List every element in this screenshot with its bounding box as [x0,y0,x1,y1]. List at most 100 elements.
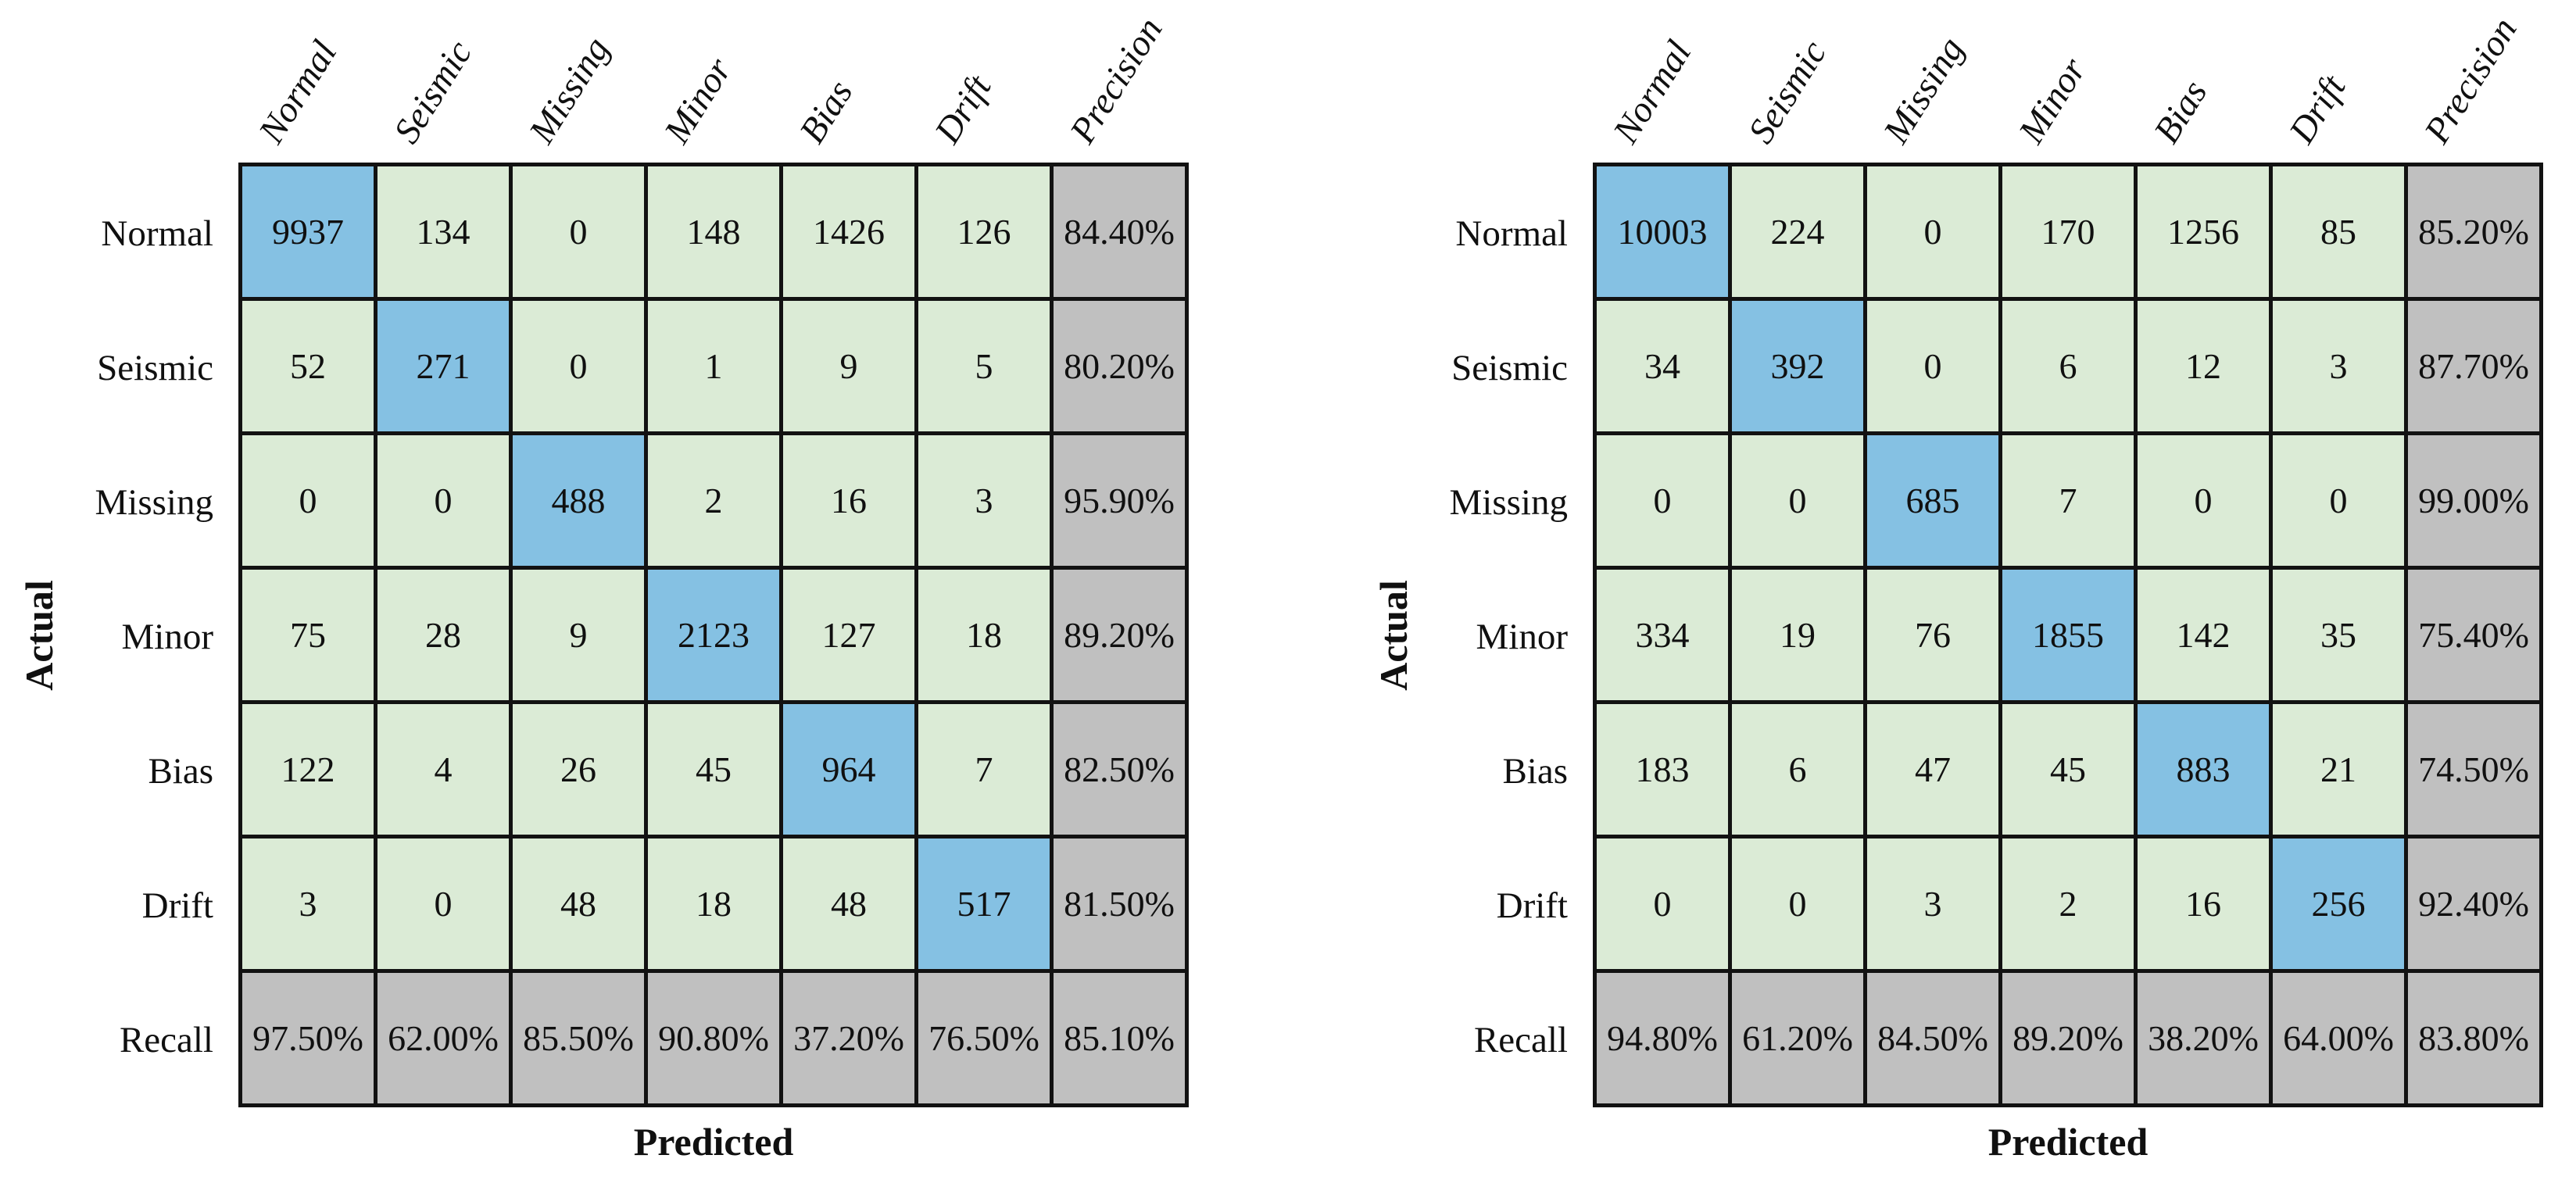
cell-r6-c6: 85.10% [1054,973,1185,1103]
cell-r5-c2: 48 [513,839,644,969]
row-headers: Normal Seismic Missing Minor Bias Drift Recall [1354,166,1593,1107]
cell-r0-c6: 85.20% [2408,166,2539,297]
cell-r4-c1: 4 [377,704,509,835]
row-header-drift: Drift [1496,885,1568,926]
cell-r2-c1: 0 [1732,435,1863,566]
cell-r3-c6: 89.20% [1054,570,1185,700]
cell-r3-c3: 1855 [2002,570,2134,700]
cell-r2-c2: 685 [1867,435,1998,566]
cell-r5-c5: 517 [918,839,1050,969]
predicted-axis-label: Predicted [1987,1120,2148,1164]
cell-r1-c5: 3 [2273,301,2404,431]
col-header-minor: Minor [657,51,740,151]
row-headers: Normal Seismic Missing Minor Bias Drift Recall [0,166,238,1107]
cell-r2-c0: 0 [1597,435,1728,566]
cell-r1-c0: 34 [1597,301,1728,431]
cell-r6-c0: 94.80% [1597,973,1728,1103]
cell-r1-c3: 1 [648,301,779,431]
cell-r6-c2: 84.50% [1867,973,1998,1103]
cell-r3-c0: 334 [1597,570,1728,700]
cell-r1-c1: 271 [377,301,509,431]
cell-r3-c4: 142 [2138,570,2269,700]
cell-r3-c5: 35 [2273,570,2404,700]
cell-r6-c5: 64.00% [2273,973,2404,1103]
confusion-matrix-left: Actual Normal Seismic Missing Minor Bias Drif… [0,0,1222,1180]
cell-r5-c2: 3 [1867,839,1998,969]
row-header-missing: Missing [1449,482,1569,523]
cell-r5-c4: 16 [2138,839,2269,969]
cell-r4-c3: 45 [648,704,779,835]
cell-r1-c6: 87.70% [2408,301,2539,431]
cell-r4-c5: 7 [918,704,1050,835]
row-header-bias: Bias [148,751,213,792]
cell-r3-c1: 19 [1732,570,1863,700]
cell-r2-c3: 7 [2002,435,2134,566]
cell-r5-c5: 256 [2273,839,2404,969]
cell-r0-c4: 1426 [783,166,914,297]
cell-r1-c1: 392 [1732,301,1863,431]
cell-r2-c6: 99.00% [2408,435,2539,566]
col-header-minor: Minor [2011,51,2095,151]
cell-r5-c0: 0 [1597,839,1728,969]
col-header-precision: Precision [2417,10,2525,151]
cell-r3-c3: 2123 [648,570,779,700]
cell-r3-c6: 75.40% [2408,570,2539,700]
cell-r3-c4: 127 [783,570,914,700]
row-header-missing: Missing [95,482,214,523]
cell-r1-c2: 0 [513,301,644,431]
col-header-seismic: Seismic [386,34,481,151]
cell-r2-c6: 95.90% [1054,435,1185,566]
cell-r6-c2: 85.50% [513,973,644,1103]
cell-r0-c0: 9937 [242,166,374,297]
cell-r6-c1: 62.00% [377,973,509,1103]
col-header-bias: Bias [792,73,861,151]
row-header-seismic: Seismic [97,348,213,388]
cell-r4-c5: 21 [2273,704,2404,835]
cell-r6-c3: 89.20% [2002,973,2134,1103]
cell-r0-c2: 0 [1867,166,1998,297]
col-header-missing: Missing [1876,30,1973,151]
cell-r0-c4: 1256 [2138,166,2269,297]
predicted-axis-label: Predicted [633,1120,794,1164]
row-header-normal: Normal [1455,213,1568,254]
col-header-seismic: Seismic [1741,34,1835,151]
cell-r6-c3: 90.80% [648,973,779,1103]
cell-r1-c2: 0 [1867,301,1998,431]
column-headers: Normal Seismic Missing Minor Bias Drift Precis… [238,0,1189,160]
cell-r2-c1: 0 [377,435,509,566]
cell-r1-c4: 9 [783,301,914,431]
cell-r2-c4: 16 [783,435,914,566]
cell-r4-c4: 883 [2138,704,2269,835]
cell-r4-c1: 6 [1732,704,1863,835]
matrix-grid: 10003 224 0 170 1256 85 85.20% 34 392 0 6 12 3 87.70%… [1593,163,2543,1107]
cell-r2-c2: 488 [513,435,644,566]
cell-r3-c2: 9 [513,570,644,700]
cell-r4-c0: 122 [242,704,374,835]
row-header-minor: Minor [121,617,214,657]
cell-r4-c0: 183 [1597,704,1728,835]
row-header-recall: Recall [1473,1020,1568,1060]
cell-r3-c5: 18 [918,570,1050,700]
col-header-drift: Drift [2281,68,2354,151]
cell-r1-c0: 52 [242,301,374,431]
cell-r5-c0: 3 [242,839,374,969]
cell-r0-c2: 0 [513,166,644,297]
cell-r6-c6: 83.80% [2408,973,2539,1103]
cell-r5-c1: 0 [1732,839,1863,969]
col-header-precision: Precision [1062,10,1171,151]
cell-r1-c3: 6 [2002,301,2134,431]
cell-r0-c5: 126 [918,166,1050,297]
cell-r3-c1: 28 [377,570,509,700]
cell-r0-c5: 85 [2273,166,2404,297]
cell-r4-c4: 964 [783,704,914,835]
cell-r0-c6: 84.40% [1054,166,1185,297]
row-header-bias: Bias [1502,751,1568,792]
row-header-recall: Recall [119,1020,213,1060]
cell-r2-c4: 0 [2138,435,2269,566]
cell-r2-c3: 2 [648,435,779,566]
cell-r6-c5: 76.50% [918,973,1050,1103]
cell-r6-c1: 61.20% [1732,973,1863,1103]
cell-r4-c6: 74.50% [2408,704,2539,835]
cell-r5-c6: 81.50% [1054,839,1185,969]
